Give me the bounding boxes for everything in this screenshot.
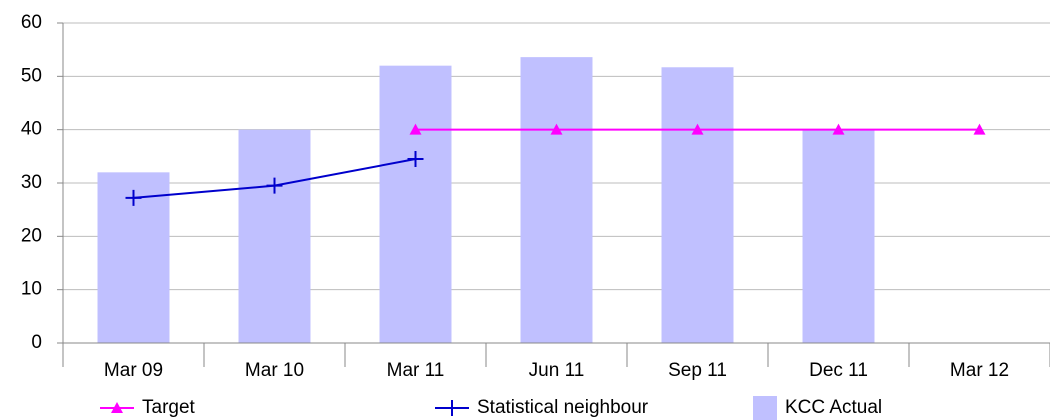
point bbox=[266, 177, 283, 194]
x-tick-label: Mar 09 bbox=[104, 360, 163, 381]
point bbox=[832, 123, 845, 135]
bar bbox=[802, 129, 875, 343]
legend-label: KCC Actual bbox=[785, 397, 882, 418]
y-tick-label: 60 bbox=[21, 12, 42, 33]
y-tick-label: 50 bbox=[21, 65, 42, 86]
legend-marker bbox=[444, 400, 460, 416]
x-tick-label: Mar 12 bbox=[950, 360, 1009, 381]
x-tick-label: Dec 11 bbox=[809, 360, 868, 381]
point bbox=[550, 123, 563, 135]
y-tick-label: 30 bbox=[21, 172, 42, 193]
legend-label: Statistical neighbour bbox=[477, 397, 649, 418]
bar bbox=[520, 57, 593, 344]
legend-marker bbox=[111, 402, 123, 413]
point bbox=[409, 123, 422, 135]
x-tick-label: Jun 11 bbox=[529, 360, 585, 381]
point bbox=[691, 123, 704, 135]
bar bbox=[379, 65, 452, 344]
point bbox=[973, 123, 986, 135]
point bbox=[125, 189, 142, 206]
x-tick-label: Mar 11 bbox=[387, 360, 445, 381]
y-tick-label: 0 bbox=[31, 332, 42, 353]
y-tick-label: 20 bbox=[21, 225, 42, 246]
y-tick-label: 40 bbox=[21, 119, 42, 140]
point bbox=[407, 151, 424, 167]
bar bbox=[661, 67, 734, 344]
legend-label: Target bbox=[142, 397, 196, 418]
legend-swatch bbox=[753, 396, 777, 420]
bar bbox=[238, 129, 311, 343]
y-tick-label: 10 bbox=[21, 279, 42, 300]
x-tick-label: Mar 10 bbox=[245, 360, 304, 381]
x-tick-label: Sep 11 bbox=[668, 360, 727, 381]
